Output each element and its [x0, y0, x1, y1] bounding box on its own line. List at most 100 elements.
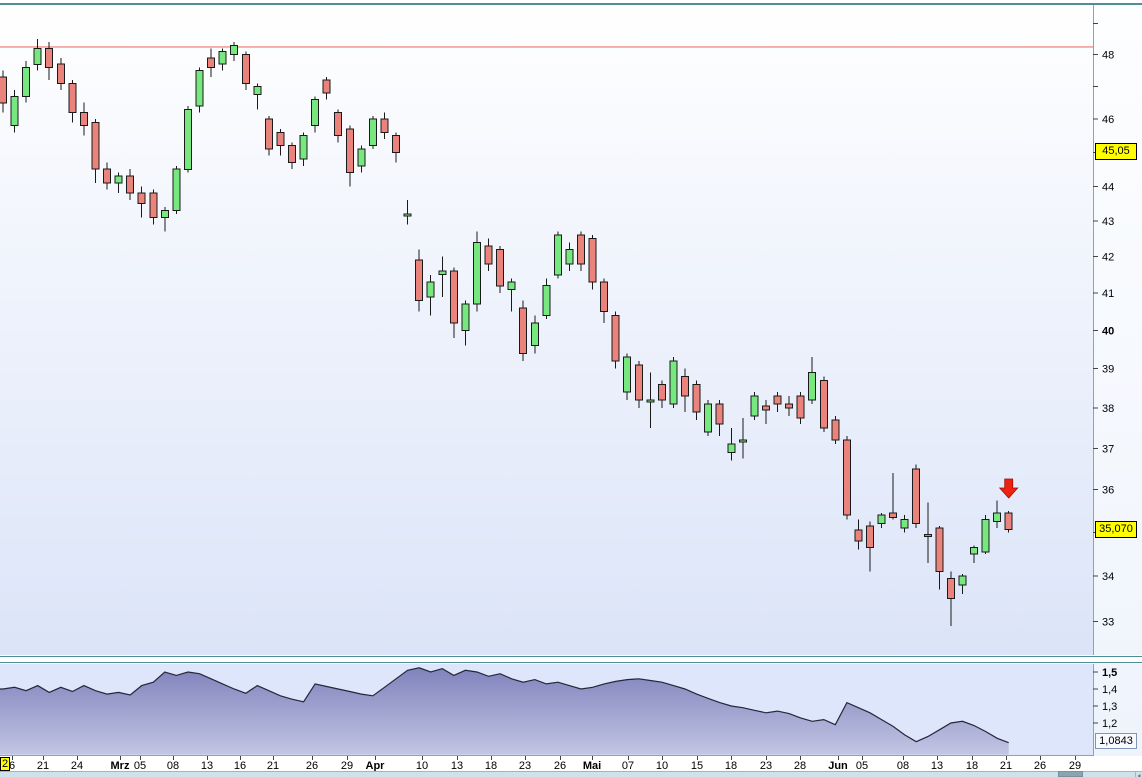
candle-47 — [542, 278, 551, 320]
date-tick-label: 29 — [1069, 760, 1081, 772]
candle-59 — [681, 368, 689, 412]
date-tick-label: 16 — [234, 760, 246, 772]
indicator-tick-label: 1,2 — [1102, 718, 1117, 730]
price-tick-label: 39 — [1102, 364, 1114, 376]
candle-52 — [600, 278, 609, 323]
price-tick-label: 34 — [1102, 571, 1114, 583]
candle-84 — [970, 545, 978, 563]
candle-67 — [773, 392, 782, 412]
price-tick-label: 42 — [1102, 252, 1114, 264]
date-tick-label: Mai — [583, 760, 601, 772]
candle-77 — [889, 473, 898, 520]
candle-42 — [484, 238, 493, 272]
candle-68 — [785, 396, 794, 416]
candle-72 — [831, 415, 840, 445]
candle-36 — [415, 249, 424, 312]
candle-56 — [646, 372, 655, 428]
price-tick-label: 33 — [1102, 616, 1114, 628]
candle-83 — [958, 573, 967, 595]
candle-24 — [276, 128, 285, 156]
candle-23 — [264, 115, 273, 156]
candle-85 — [981, 515, 990, 555]
candle-70 — [808, 357, 817, 404]
candle-13 — [149, 189, 158, 225]
candle-21 — [241, 51, 250, 90]
date-tick-label: 24 — [71, 760, 83, 772]
scrollbar-thumb[interactable] — [1058, 771, 1083, 777]
candle-38 — [438, 256, 447, 297]
candle-43 — [496, 245, 505, 294]
candle-49 — [565, 242, 574, 272]
date-tick-label: 23 — [760, 760, 772, 772]
indicator-line — [0, 667, 1009, 744]
price-tick-label: 44 — [1102, 181, 1114, 193]
date-tick-label: 23 — [519, 760, 531, 772]
date-tick-label: 26 — [1034, 760, 1046, 772]
candle-35 — [403, 200, 412, 225]
date-tick-label: 10 — [416, 760, 428, 772]
candle-87 — [1004, 510, 1013, 533]
indicator-last-value-box: 1,0843 — [1095, 733, 1137, 749]
candle-41 — [473, 231, 481, 312]
candle-18 — [207, 48, 216, 77]
candle-10 — [114, 172, 123, 194]
candle-75 — [866, 521, 874, 572]
date-axis-strip — [0, 756, 1142, 771]
candle-69 — [796, 392, 805, 424]
candle-14 — [160, 207, 169, 232]
date-tick-label: 08 — [897, 760, 909, 772]
candle-7 — [79, 102, 88, 136]
candle-48 — [553, 231, 562, 279]
candle-22 — [253, 83, 262, 110]
window-top-border — [0, 3, 1142, 5]
date-tick-label: 26 — [306, 760, 318, 772]
date-tick-label: 18 — [966, 760, 978, 772]
date-tick-label: 21 — [267, 760, 279, 772]
candle-26 — [299, 132, 308, 166]
candle-71 — [819, 376, 828, 433]
price-label-35070: 35,070 — [1095, 521, 1137, 538]
indicator-tick-label: 1,3 — [1102, 701, 1117, 713]
candle-45 — [519, 300, 528, 361]
candle-60 — [692, 380, 701, 420]
candle-79 — [912, 464, 921, 528]
scrollbar-right-arrow-icon[interactable] — [1137, 774, 1141, 777]
date-tick-label: 05 — [856, 760, 868, 772]
price-tick-label: 46 — [1102, 114, 1114, 126]
sell-signal-arrow-icon — [998, 478, 1019, 499]
price-tick-label: 37 — [1102, 443, 1114, 455]
candle-4 — [45, 42, 54, 81]
date-tick-label: 05 — [134, 760, 146, 772]
date-tick-label: 13 — [451, 760, 463, 772]
price-label-4505: 45,05 — [1095, 143, 1137, 160]
date-tick-label: 10 — [656, 760, 668, 772]
price-panel[interactable] — [0, 0, 1093, 656]
date-tick-label: 15 — [691, 760, 703, 772]
date-cursor-label: 2 — [0, 757, 10, 771]
candle-17 — [195, 67, 204, 113]
candle-33 — [380, 112, 389, 139]
candle-5 — [56, 57, 65, 90]
candle-29 — [334, 109, 343, 143]
candle-30 — [345, 125, 354, 187]
candle-3 — [33, 39, 42, 71]
indicator-tick-label: 1,5 — [1102, 667, 1117, 679]
candle-37 — [426, 274, 435, 316]
candle-8 — [91, 119, 100, 183]
date-tick-label: 08 — [167, 760, 179, 772]
candle-46 — [530, 315, 539, 354]
candle-15 — [172, 165, 181, 215]
candle-2 — [22, 61, 31, 103]
candle-32 — [368, 115, 377, 149]
date-tick-label: Jun — [828, 760, 848, 772]
date-tick-label: 26 — [554, 760, 566, 772]
candle-64 — [738, 417, 747, 459]
candle-25 — [288, 142, 296, 170]
horizontal-scrollbar-track[interactable] — [0, 771, 1142, 777]
candle-28 — [322, 76, 331, 100]
date-tick-label: 07 — [622, 760, 634, 772]
candle-12 — [137, 186, 146, 218]
candle-11 — [126, 169, 135, 201]
